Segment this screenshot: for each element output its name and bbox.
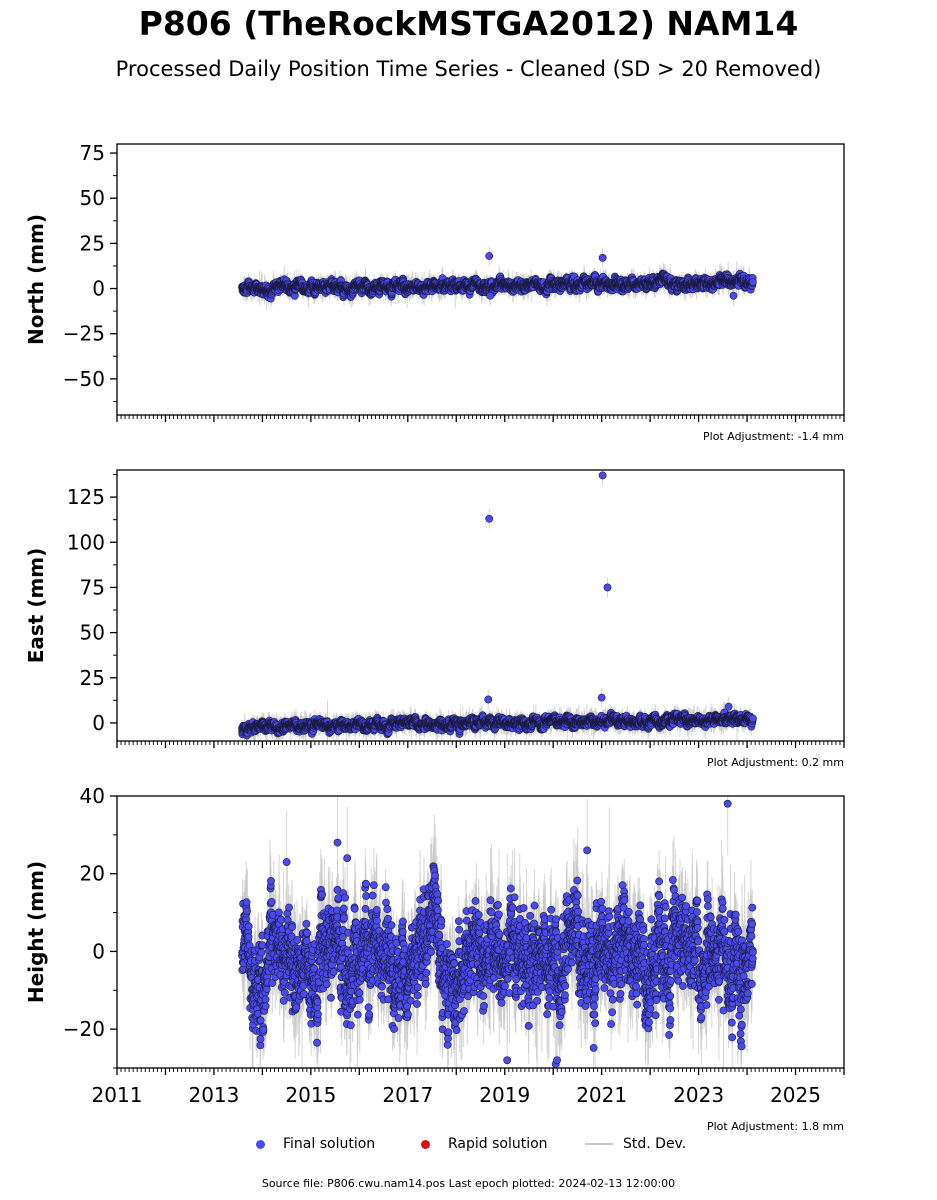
data-layer xyxy=(238,246,757,311)
chart-subtitle: Processed Daily Position Time Series - C… xyxy=(0,57,937,81)
chart-title: P806 (TheRockMSTGA2012) NAM14 xyxy=(0,4,937,43)
